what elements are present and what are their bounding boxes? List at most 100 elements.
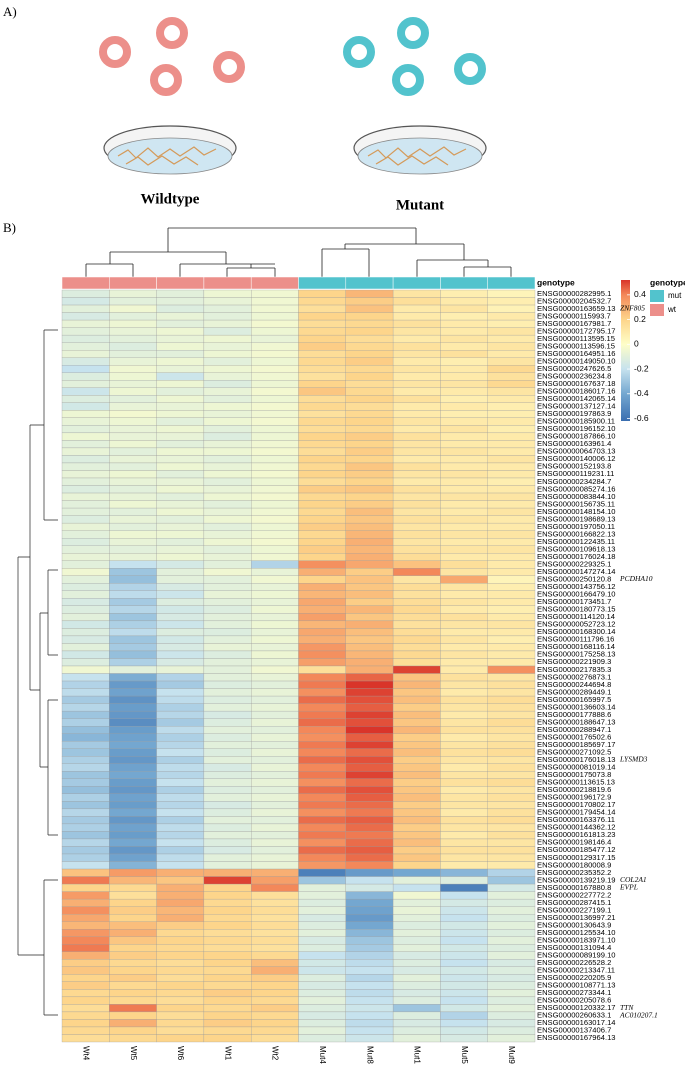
heatmap-cell xyxy=(156,462,205,471)
genotype-cell xyxy=(203,276,252,290)
row-label: ENSG00000144362.12 xyxy=(537,823,616,832)
heatmap-cell xyxy=(156,500,205,509)
heatmap-cell xyxy=(251,507,299,516)
heatmap-cell xyxy=(109,560,157,569)
heatmap-cell xyxy=(345,914,394,922)
heatmap-cell xyxy=(487,756,536,764)
heatmap-cell xyxy=(487,853,536,862)
heatmap-cell xyxy=(345,477,394,486)
heatmap-cell xyxy=(61,635,110,644)
heatmap-cell xyxy=(487,763,536,772)
row-label: ENSG00000185477.12 xyxy=(537,845,616,854)
heatmap-cell xyxy=(298,319,346,328)
heatmap-cell xyxy=(203,575,252,584)
heatmap-cell xyxy=(61,432,110,441)
heatmap-cell xyxy=(109,492,157,501)
heatmap-cell xyxy=(345,944,394,952)
heatmap-cell xyxy=(298,522,346,531)
gene-symbol: TTN xyxy=(620,1003,634,1012)
heatmap-cell xyxy=(345,507,394,516)
heatmap-cell xyxy=(203,620,252,629)
row-label: ENSG00000170802.17 xyxy=(537,800,616,809)
heatmap-cell xyxy=(392,778,441,787)
heatmap-cell xyxy=(298,981,346,990)
heatmap-cell xyxy=(440,898,488,907)
heatmap-cell xyxy=(440,801,488,810)
heatmap-cell xyxy=(109,763,157,772)
heatmap-cell xyxy=(109,748,157,757)
heatmap-cell xyxy=(345,327,394,336)
heatmap-cell xyxy=(109,793,157,802)
heatmap-cell xyxy=(345,643,394,652)
heatmap-cell xyxy=(487,334,536,343)
heatmap-cell xyxy=(251,688,299,697)
heatmap-cell xyxy=(440,695,488,704)
ring xyxy=(397,17,429,49)
heatmap-cell xyxy=(203,304,252,313)
heatmap-cell xyxy=(440,816,488,825)
heatmap-cell xyxy=(251,710,299,719)
heatmap-cell xyxy=(392,620,441,629)
heatmap-cell xyxy=(251,425,299,434)
heatmap-cell xyxy=(440,365,488,373)
heatmap-cell xyxy=(156,372,205,381)
dendro-branch xyxy=(85,263,134,277)
heatmap-cell xyxy=(109,530,157,539)
heatmap-cell xyxy=(61,289,110,298)
heatmap-cell xyxy=(109,477,157,486)
row-label: ENSG00000205078.6 xyxy=(537,996,611,1005)
legend-swatch xyxy=(650,290,664,302)
legend-label: mut xyxy=(668,291,682,300)
heatmap-cell xyxy=(203,395,252,403)
heatmap-cell xyxy=(251,673,299,682)
heatmap-cell xyxy=(156,605,205,614)
heatmap-cell xyxy=(61,334,110,343)
genotype-cell xyxy=(392,276,441,290)
row-label: ENSG00000185697.17 xyxy=(537,740,616,749)
heatmap-cell xyxy=(109,1026,157,1035)
genotype-cell xyxy=(156,276,205,290)
heatmap-cell xyxy=(109,703,157,712)
heatmap-cell xyxy=(298,357,346,366)
row-label: ENSG00000185900.11 xyxy=(537,417,615,426)
heatmap-cell xyxy=(251,590,299,599)
heatmap-cell xyxy=(392,748,441,757)
heatmap-cell xyxy=(203,327,252,336)
heatmap-cell xyxy=(392,906,441,915)
heatmap-cell xyxy=(61,590,110,599)
heatmap-cell xyxy=(440,485,488,494)
heatmap-cell xyxy=(345,334,394,343)
heatmap-cell xyxy=(392,1034,441,1043)
heatmap-cell xyxy=(392,763,441,772)
heatmap-cell xyxy=(440,395,488,403)
heatmap-cell xyxy=(440,289,488,298)
heatmap-cell xyxy=(392,380,441,388)
heatmap-cell xyxy=(156,688,205,697)
heatmap-cell xyxy=(345,853,394,862)
heatmap-cell xyxy=(487,462,536,471)
heatmap-cell xyxy=(251,680,299,689)
row-label: ENSG00000148154.10 xyxy=(537,507,616,516)
dish-wildtype xyxy=(103,125,237,175)
dendro-branch xyxy=(47,569,58,656)
heatmap-cell xyxy=(203,628,252,637)
heatmap-cell xyxy=(298,447,346,456)
heatmap-cell xyxy=(61,598,110,606)
heatmap-cell xyxy=(156,846,205,855)
heatmap-cell xyxy=(298,560,346,569)
heatmap-cell xyxy=(109,410,157,418)
heatmap-cell xyxy=(487,703,536,712)
heatmap-cell xyxy=(345,959,394,967)
heatmap-cell xyxy=(487,417,536,426)
row-label: ENSG00000113615.13 xyxy=(537,778,615,787)
heatmap-cell xyxy=(203,981,252,990)
heatmap-cell xyxy=(487,944,536,952)
heatmap-cell xyxy=(203,680,252,689)
heatmap-cell xyxy=(203,605,252,614)
heatmap-cell xyxy=(440,425,488,434)
row-label: ENSG00000288947.1 xyxy=(537,725,611,734)
heatmap-cell xyxy=(109,635,157,644)
row-label: ENSG00000167964.13 xyxy=(537,1033,616,1042)
row-label: ENSG00000244694.8 xyxy=(537,680,611,689)
